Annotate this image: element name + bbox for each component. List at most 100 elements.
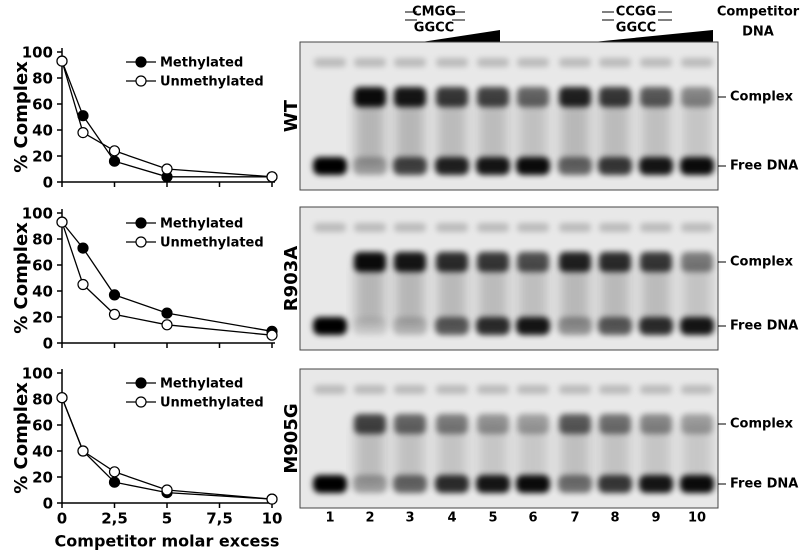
- y-tick-label: 20: [32, 148, 53, 166]
- complex-band: [599, 414, 631, 434]
- complex-band: [394, 252, 426, 272]
- well: [640, 58, 672, 67]
- data-point: [77, 278, 89, 291]
- smear: [437, 262, 467, 326]
- legend-marker: [135, 56, 147, 68]
- x-tick-label: 5: [162, 510, 172, 528]
- well: [559, 58, 591, 67]
- free-band: [558, 475, 592, 493]
- free-band: [558, 157, 592, 175]
- free-band: [476, 317, 510, 335]
- data-point: [77, 110, 89, 122]
- complex-label: Complex: [730, 417, 794, 432]
- y-tick-label: 60: [32, 257, 53, 275]
- complex-band: [640, 87, 672, 107]
- data-point: [161, 307, 173, 319]
- free-band: [516, 317, 550, 335]
- well: [681, 385, 713, 394]
- free-band: [558, 317, 592, 335]
- lane-number: 2: [365, 511, 374, 526]
- well: [517, 58, 549, 67]
- y-axis-label: % Complex: [11, 61, 32, 173]
- free-label: Free DNA: [730, 319, 798, 334]
- free-band: [353, 475, 387, 493]
- data-point: [266, 171, 278, 183]
- smear: [600, 97, 630, 166]
- well: [394, 385, 426, 394]
- y-axis-label: % Complex: [11, 222, 32, 334]
- y-tick-label: 20: [32, 309, 53, 327]
- y-tick-label: 40: [32, 122, 53, 140]
- legend-label: Methylated: [160, 56, 243, 71]
- legend-marker: [135, 217, 147, 229]
- legend-label: Unmethylated: [160, 75, 264, 90]
- complex-label: Complex: [730, 255, 794, 270]
- y-tick-label: 80: [32, 231, 53, 249]
- complex-band: [681, 87, 713, 107]
- smear: [478, 262, 508, 326]
- free-band: [435, 317, 469, 335]
- smear: [518, 97, 548, 166]
- y-tick-label: 0: [43, 495, 53, 513]
- free-band: [393, 475, 427, 493]
- data-point: [161, 484, 173, 496]
- gradient-wedge: [402, 30, 500, 45]
- complex-band: [394, 414, 426, 434]
- competitor-label: DNA: [742, 25, 774, 40]
- lane-number: 6: [528, 511, 537, 526]
- well: [314, 385, 346, 394]
- x-tick-label: 7,5: [206, 510, 233, 528]
- complex-band: [559, 414, 591, 434]
- data-point: [77, 242, 89, 254]
- data-point: [77, 445, 89, 457]
- well: [354, 385, 386, 394]
- lane-number: 9: [651, 511, 660, 526]
- series-line: [61, 397, 273, 500]
- free-label: Free DNA: [730, 159, 798, 174]
- legend-marker: [135, 377, 147, 389]
- data-point: [56, 55, 68, 67]
- complex-band: [436, 414, 468, 434]
- data-point: [108, 466, 121, 478]
- complex-band: [517, 87, 549, 107]
- smear: [641, 97, 671, 166]
- well: [354, 223, 386, 232]
- smear: [641, 262, 671, 326]
- smear: [560, 97, 590, 166]
- complex-band: [477, 252, 509, 272]
- legend-label: Unmethylated: [160, 396, 264, 411]
- free-band: [313, 475, 347, 493]
- free-band: [313, 157, 347, 175]
- gradient-wedge: [563, 30, 713, 45]
- data-point: [108, 145, 121, 157]
- free-label: Free DNA: [730, 477, 798, 492]
- lane-number: 10: [688, 511, 706, 526]
- y-tick-label: 100: [22, 44, 53, 62]
- competitor-seq: GGCC: [414, 21, 454, 36]
- well: [681, 58, 713, 67]
- legend-label: Unmethylated: [160, 236, 264, 251]
- x-tick-label: 10: [262, 510, 283, 528]
- complex-band: [640, 252, 672, 272]
- y-tick-label: 60: [32, 417, 53, 435]
- x-tick-label: 2,5: [101, 510, 128, 528]
- free-band: [435, 475, 469, 493]
- complex-band: [559, 87, 591, 107]
- y-tick-label: 0: [43, 174, 53, 192]
- free-band: [680, 157, 714, 175]
- free-band: [680, 475, 714, 493]
- free-band: [353, 317, 387, 335]
- complex-band: [354, 414, 386, 434]
- data-point: [161, 319, 173, 331]
- data-point: [108, 308, 121, 320]
- well: [314, 223, 346, 232]
- y-tick-label: 100: [22, 365, 53, 383]
- competitor-seq: GGCC: [616, 21, 656, 36]
- well: [559, 385, 591, 394]
- well: [354, 58, 386, 67]
- well: [314, 58, 346, 67]
- lane-number: 3: [405, 511, 414, 526]
- free-band: [393, 157, 427, 175]
- complex-band: [681, 252, 713, 272]
